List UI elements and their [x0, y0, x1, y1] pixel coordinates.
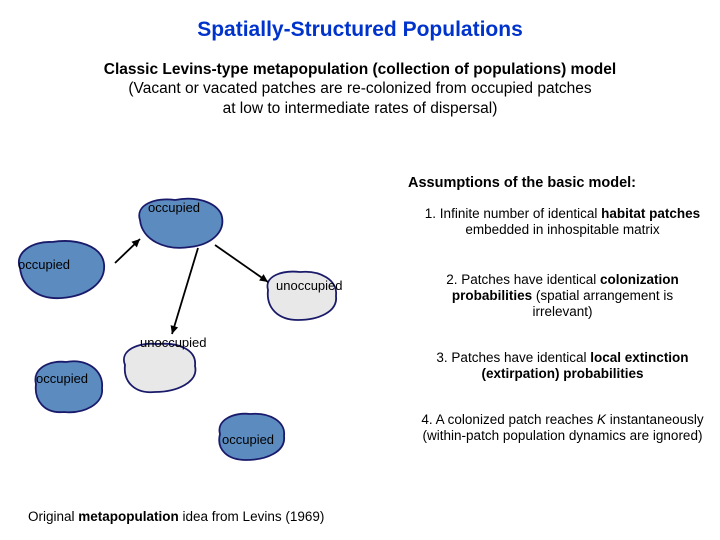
subtitle-line3: at low to intermediate rates of dispersa…	[223, 100, 498, 117]
dispersal-arrow	[107, 231, 148, 271]
patch-label: occupied	[148, 200, 200, 215]
patch-label: occupied	[18, 257, 70, 272]
slide-title: Spatially-Structured Populations	[0, 0, 720, 42]
patch-occupied	[28, 358, 106, 416]
patch-label: unoccupied	[276, 278, 343, 293]
assumption-3: 3. Patches have identical local extincti…	[420, 350, 705, 382]
assumption-2: 2. Patches have identical colonization p…	[420, 272, 705, 321]
assumption-4: 4. A colonized patch reaches K instantan…	[420, 412, 705, 444]
dispersal-arrow	[207, 237, 276, 290]
patch-label: occupied	[222, 432, 274, 447]
citation: Original metapopulation idea from Levins…	[28, 509, 324, 524]
patch-label: occupied	[36, 371, 88, 386]
dispersal-arrow	[164, 240, 206, 342]
assumption-1: 1. Infinite number of identical habitat …	[420, 206, 705, 238]
subtitle-line2: (Vacant or vacated patches are re-coloni…	[128, 80, 591, 97]
subtitle-line1: Classic Levins-type metapopulation (coll…	[104, 61, 616, 78]
assumptions-header: Assumptions of the basic model:	[408, 175, 708, 191]
slide-subtitle: Classic Levins-type metapopulation (coll…	[0, 42, 720, 118]
